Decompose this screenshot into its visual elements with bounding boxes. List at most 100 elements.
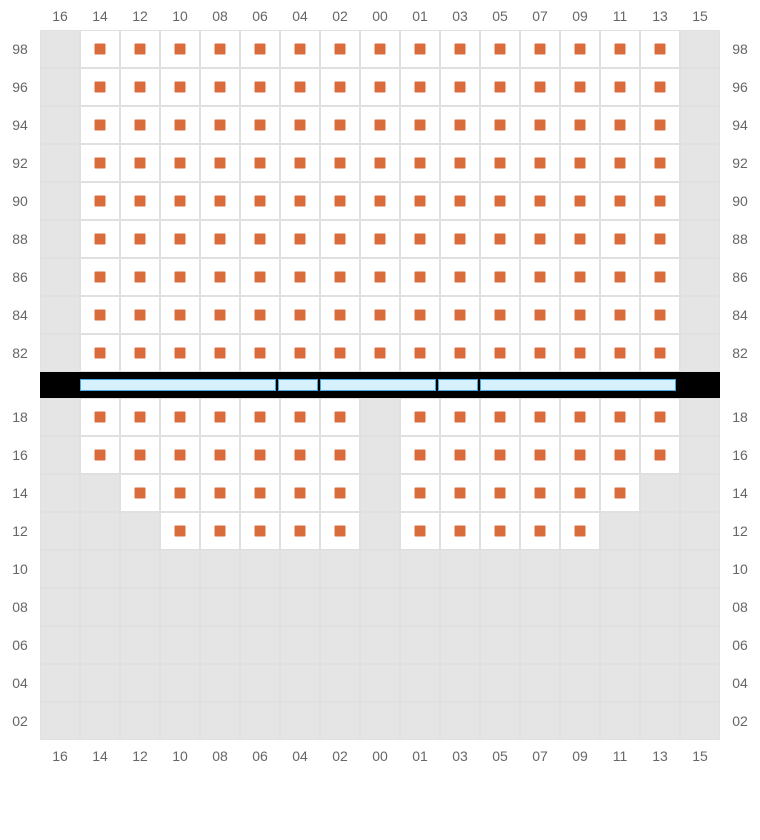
seat-cell[interactable] xyxy=(400,334,440,372)
seat-cell[interactable] xyxy=(200,30,240,68)
seat-cell[interactable] xyxy=(600,30,640,68)
seat-cell[interactable] xyxy=(160,474,200,512)
seat-cell[interactable] xyxy=(160,334,200,372)
seat-cell[interactable] xyxy=(240,512,280,550)
seat-cell[interactable] xyxy=(80,436,120,474)
seat-cell[interactable] xyxy=(80,182,120,220)
seat-cell[interactable] xyxy=(480,258,520,296)
seat-cell[interactable] xyxy=(640,258,680,296)
seat-cell[interactable] xyxy=(480,512,520,550)
seat-cell[interactable] xyxy=(200,68,240,106)
seat-cell[interactable] xyxy=(160,258,200,296)
seat-cell[interactable] xyxy=(240,334,280,372)
seat-cell[interactable] xyxy=(120,474,160,512)
seat-cell[interactable] xyxy=(200,296,240,334)
seat-cell[interactable] xyxy=(240,144,280,182)
seat-cell[interactable] xyxy=(560,334,600,372)
seat-cell[interactable] xyxy=(400,106,440,144)
seat-cell[interactable] xyxy=(440,398,480,436)
seat-cell[interactable] xyxy=(560,436,600,474)
seat-cell[interactable] xyxy=(160,220,200,258)
seat-cell[interactable] xyxy=(400,182,440,220)
seat-cell[interactable] xyxy=(80,334,120,372)
seat-cell[interactable] xyxy=(600,68,640,106)
seat-cell[interactable] xyxy=(200,334,240,372)
seat-cell[interactable] xyxy=(560,106,600,144)
seat-cell[interactable] xyxy=(360,220,400,258)
seat-cell[interactable] xyxy=(480,144,520,182)
seat-cell[interactable] xyxy=(200,182,240,220)
seat-cell[interactable] xyxy=(360,296,400,334)
seat-cell[interactable] xyxy=(400,512,440,550)
seat-cell[interactable] xyxy=(200,398,240,436)
seat-cell[interactable] xyxy=(600,144,640,182)
seat-cell[interactable] xyxy=(520,30,560,68)
seat-cell[interactable] xyxy=(400,398,440,436)
seat-cell[interactable] xyxy=(640,436,680,474)
seat-cell[interactable] xyxy=(320,296,360,334)
seat-cell[interactable] xyxy=(560,474,600,512)
seat-cell[interactable] xyxy=(600,436,640,474)
seat-cell[interactable] xyxy=(560,258,600,296)
seat-cell[interactable] xyxy=(600,474,640,512)
seat-cell[interactable] xyxy=(120,436,160,474)
seat-cell[interactable] xyxy=(520,258,560,296)
seat-cell[interactable] xyxy=(440,220,480,258)
seat-cell[interactable] xyxy=(80,296,120,334)
seat-cell[interactable] xyxy=(120,182,160,220)
seat-cell[interactable] xyxy=(400,68,440,106)
seat-cell[interactable] xyxy=(440,182,480,220)
seat-cell[interactable] xyxy=(440,436,480,474)
seat-cell[interactable] xyxy=(600,398,640,436)
seat-cell[interactable] xyxy=(400,144,440,182)
seat-cell[interactable] xyxy=(240,106,280,144)
seat-cell[interactable] xyxy=(160,68,200,106)
seat-cell[interactable] xyxy=(600,182,640,220)
seat-cell[interactable] xyxy=(280,30,320,68)
seat-cell[interactable] xyxy=(480,68,520,106)
seat-cell[interactable] xyxy=(120,106,160,144)
seat-cell[interactable] xyxy=(240,68,280,106)
seat-cell[interactable] xyxy=(520,474,560,512)
seat-cell[interactable] xyxy=(320,398,360,436)
seat-cell[interactable] xyxy=(320,436,360,474)
seat-cell[interactable] xyxy=(120,398,160,436)
seat-cell[interactable] xyxy=(360,144,400,182)
seat-cell[interactable] xyxy=(560,296,600,334)
seat-cell[interactable] xyxy=(600,106,640,144)
seat-cell[interactable] xyxy=(320,144,360,182)
seat-cell[interactable] xyxy=(80,258,120,296)
seat-cell[interactable] xyxy=(640,30,680,68)
seat-cell[interactable] xyxy=(120,258,160,296)
seat-cell[interactable] xyxy=(480,474,520,512)
seat-cell[interactable] xyxy=(200,474,240,512)
seat-cell[interactable] xyxy=(640,334,680,372)
seat-cell[interactable] xyxy=(280,436,320,474)
seat-cell[interactable] xyxy=(600,258,640,296)
seat-cell[interactable] xyxy=(480,296,520,334)
seat-cell[interactable] xyxy=(640,106,680,144)
seat-cell[interactable] xyxy=(160,398,200,436)
seat-cell[interactable] xyxy=(560,512,600,550)
seat-cell[interactable] xyxy=(160,296,200,334)
seat-cell[interactable] xyxy=(560,144,600,182)
seat-cell[interactable] xyxy=(320,68,360,106)
seat-cell[interactable] xyxy=(160,182,200,220)
seat-cell[interactable] xyxy=(320,474,360,512)
seat-cell[interactable] xyxy=(440,30,480,68)
seat-cell[interactable] xyxy=(320,258,360,296)
seat-cell[interactable] xyxy=(200,512,240,550)
seat-cell[interactable] xyxy=(520,436,560,474)
seat-cell[interactable] xyxy=(600,296,640,334)
seat-cell[interactable] xyxy=(280,182,320,220)
seat-cell[interactable] xyxy=(240,436,280,474)
seat-cell[interactable] xyxy=(560,30,600,68)
seat-cell[interactable] xyxy=(440,144,480,182)
seat-cell[interactable] xyxy=(160,512,200,550)
seat-cell[interactable] xyxy=(280,334,320,372)
seat-cell[interactable] xyxy=(520,296,560,334)
seat-cell[interactable] xyxy=(240,474,280,512)
seat-cell[interactable] xyxy=(480,182,520,220)
seat-cell[interactable] xyxy=(280,296,320,334)
seat-cell[interactable] xyxy=(120,334,160,372)
